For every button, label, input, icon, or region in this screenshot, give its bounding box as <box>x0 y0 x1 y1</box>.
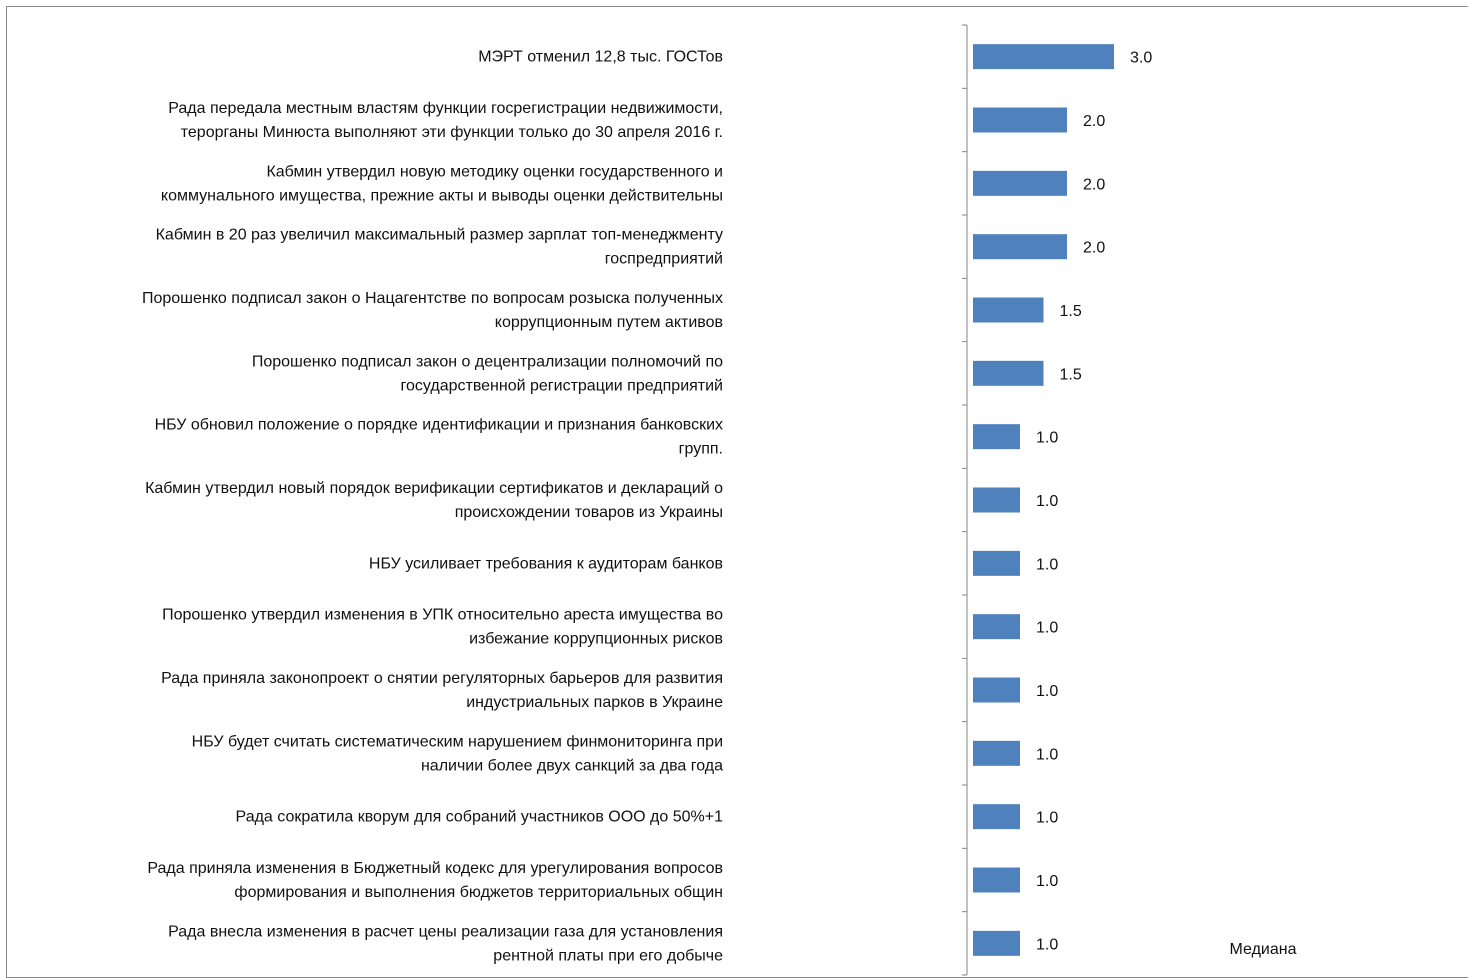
value-label: 1.0 <box>1036 430 1058 447</box>
category-label: формирования и выполнения бюджетов терри… <box>234 884 723 901</box>
category-label: НБУ обновил положение о порядке идентифи… <box>155 417 723 434</box>
category-label: НБУ будет считать систематическим наруше… <box>192 733 723 750</box>
category-label: Рада сократила кворум для собраний участ… <box>236 809 724 826</box>
category-label: МЭРТ отменил 12,8 тыс. ГОСТов <box>478 49 723 66</box>
category-label: коррупционным путем активов <box>495 314 723 331</box>
category-label: Кабмин в 20 раз увеличил максимальный ра… <box>156 227 723 244</box>
median-bar-chart: МЭРТ отменил 12,8 тыс. ГОСТов Рада переда… <box>142 24 1297 976</box>
category-label: Рада приняла изменения в Бюджетный кодек… <box>147 860 723 877</box>
bar <box>973 677 1020 703</box>
bar <box>973 424 1020 450</box>
chart-frame: МЭРТ отменил 12,8 тыс. ГОСТов Рада переда… <box>6 6 1468 978</box>
bar <box>973 804 1020 830</box>
category-label: Порошенко подписал закон о децентрализац… <box>252 353 723 370</box>
category-label: государственной регистрации предприятий <box>401 377 723 394</box>
bar <box>973 107 1067 133</box>
value-label: 1.0 <box>1036 556 1058 573</box>
category-labels: МЭРТ отменил 12,8 тыс. ГОСТов Рада переда… <box>142 49 723 965</box>
category-label: рентной платы при его добыче <box>493 947 723 964</box>
value-label: 1.0 <box>1036 620 1058 637</box>
bars <box>973 44 1114 956</box>
bar <box>973 930 1020 956</box>
category-label: наличии более двух санкций за два года <box>421 757 723 774</box>
value-label: 2.0 <box>1083 113 1105 130</box>
value-label: 1.0 <box>1036 493 1058 510</box>
category-label: терорганы Минюста выполняют эти функции … <box>181 124 723 141</box>
category-label: НБУ усиливает требования к аудиторам бан… <box>369 555 723 572</box>
category-label: Кабмин утвердил новый порядок верификаци… <box>145 480 723 497</box>
value-label: 1.0 <box>1036 683 1058 700</box>
category-label: Порошенко подписал закон о Нацагентстве … <box>142 290 723 307</box>
bar <box>973 614 1020 640</box>
category-label: Рада передала местным властям функции го… <box>168 100 723 117</box>
category-label: избежание коррупционных рисков <box>469 631 723 648</box>
value-label: 1.0 <box>1036 810 1058 827</box>
category-label: госпредприятий <box>605 251 723 268</box>
value-labels: 3.0 2.0 2.0 2.0 1.5 1.5 1.0 1.0 1.0 1.0 1.0 1.0 1.0 1… <box>1036 50 1152 954</box>
bar <box>973 170 1067 196</box>
value-label: 1.5 <box>1060 303 1082 320</box>
category-label: Кабмин утвердил новую методику оценки го… <box>266 163 723 180</box>
bar <box>973 44 1114 70</box>
bar <box>973 360 1044 386</box>
category-label: коммунального имущества, прежние акты и … <box>161 187 723 204</box>
category-label: Порошенко утвердил изменения в УПК относ… <box>162 607 723 624</box>
category-label: Рада внесла изменения в расчет цены реал… <box>168 923 723 940</box>
category-label: индустриальных парков в Украине <box>466 694 723 711</box>
value-label: 1.0 <box>1036 746 1058 763</box>
value-label: 1.0 <box>1036 936 1058 953</box>
value-label: 3.0 <box>1130 50 1152 67</box>
value-label: 1.0 <box>1036 873 1058 890</box>
bar <box>973 740 1020 766</box>
value-label: 2.0 <box>1083 240 1105 257</box>
category-label: групп. <box>679 441 723 458</box>
category-axis <box>962 24 968 976</box>
bar <box>973 297 1044 323</box>
legend-label: Медиана <box>1230 941 1297 958</box>
bar <box>973 867 1020 893</box>
value-label: 1.5 <box>1060 366 1082 383</box>
bar <box>973 487 1020 513</box>
category-label: Рада приняла законопроект о снятии регул… <box>161 670 723 687</box>
bar <box>973 234 1067 260</box>
bar <box>973 550 1020 576</box>
value-label: 2.0 <box>1083 176 1105 193</box>
category-label: происхождении товаров из Украины <box>455 504 723 521</box>
